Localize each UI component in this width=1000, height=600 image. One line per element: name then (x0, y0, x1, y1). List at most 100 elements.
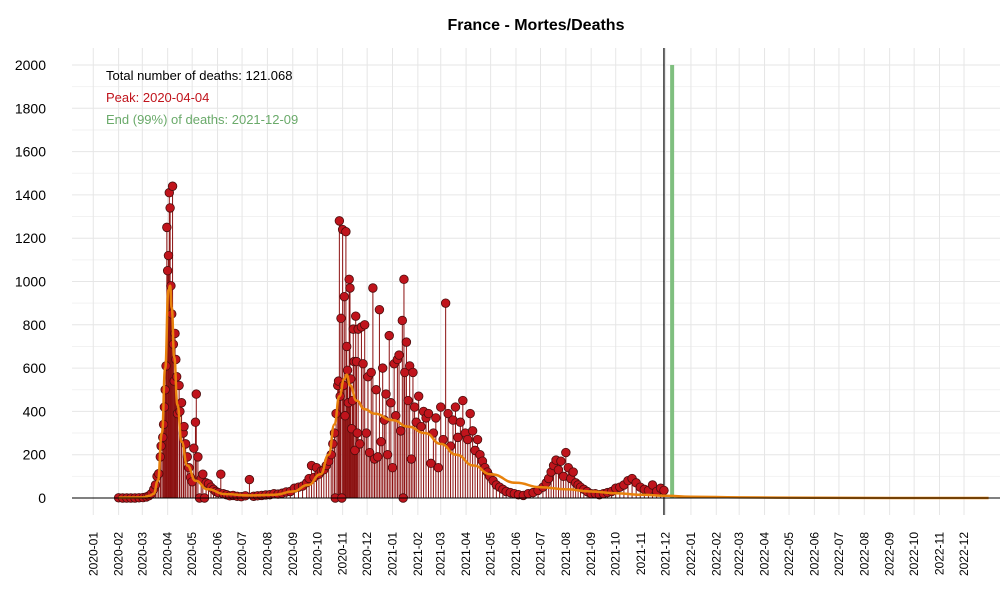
data-point (355, 439, 365, 449)
x-tick-label: 2021-07 (533, 532, 547, 576)
grid (72, 48, 1000, 515)
data-point (399, 274, 409, 285)
data-point (465, 408, 475, 419)
x-tick-label: 2022-03 (732, 532, 746, 576)
data-point (162, 222, 172, 233)
data-point (387, 462, 398, 473)
data-point (376, 437, 386, 447)
x-tick-label: 2020-01 (86, 532, 100, 576)
data-point (440, 298, 451, 308)
stems (118, 186, 665, 498)
data-point (659, 485, 669, 496)
fit-curve (118, 284, 989, 500)
data-point (450, 402, 461, 412)
data-point (162, 265, 173, 276)
data-point (568, 467, 578, 477)
data-point (340, 411, 350, 421)
data-point (401, 337, 412, 347)
x-tick-label: 2022-06 (807, 532, 821, 576)
data-point (244, 474, 255, 485)
y-tick-label: 0 (38, 490, 46, 506)
data-point (358, 359, 368, 369)
data-point (377, 363, 388, 373)
x-tick-label: 2020-11 (336, 532, 350, 575)
data-point (403, 395, 413, 406)
data-point (408, 367, 418, 378)
data-point (553, 465, 564, 475)
data-point (167, 181, 178, 191)
data-point (345, 283, 355, 293)
data-point (416, 421, 426, 432)
x-tick-label: 2022-11 (932, 532, 946, 575)
data-point (189, 443, 199, 453)
data-point (443, 408, 453, 419)
x-tick-label: 2022-10 (907, 532, 921, 576)
data-point (458, 395, 468, 406)
data-point (395, 426, 406, 436)
data-point (342, 365, 353, 375)
data-point (336, 313, 346, 324)
data-point (391, 411, 401, 421)
x-tick-label: 2022-04 (758, 532, 772, 576)
y-tick-label: 1200 (15, 230, 46, 246)
data-point (394, 350, 404, 360)
x-tick-label: 2020-08 (260, 532, 274, 576)
data-point (374, 304, 385, 315)
data-point (216, 469, 226, 479)
x-tick-label: 2021-04 (459, 532, 473, 576)
x-tick-label: 2020-09 (286, 532, 300, 576)
data-point (373, 452, 383, 462)
data-point (561, 447, 571, 458)
x-tick-label: 2020-07 (235, 532, 249, 576)
fit-curve-layer (118, 284, 989, 500)
data-point (453, 432, 463, 443)
data-point (382, 450, 393, 460)
x-tick-label: 2021-02 (411, 532, 425, 576)
y-tick-label: 1400 (15, 187, 46, 203)
x-tick-label: 2021-06 (509, 532, 523, 576)
data-point (438, 434, 448, 445)
data-point (409, 402, 420, 412)
data-point (360, 320, 370, 330)
data-point (455, 417, 466, 427)
y-tick-label: 400 (23, 403, 47, 419)
x-tick-label: 2022-05 (782, 532, 796, 576)
data-points (113, 181, 669, 503)
x-tick-label: 2020-03 (135, 532, 149, 576)
x-tick-label: 2022-02 (709, 532, 723, 576)
data-point (371, 385, 381, 395)
x-tick-label: 2020-10 (310, 532, 324, 576)
data-point (406, 454, 417, 464)
x-tick-label: 2022-09 (883, 532, 897, 576)
data-point (165, 203, 175, 213)
peak-annotation: Peak: 2020-04-04 (106, 90, 209, 105)
x-tick-label: 2021-01 (386, 532, 400, 576)
data-point (433, 462, 443, 473)
x-tick-label: 2021-11 (634, 532, 648, 575)
y-tick-label: 2000 (15, 57, 46, 73)
y-tick-label: 600 (23, 360, 47, 376)
y-tick-label: 1600 (15, 144, 46, 160)
data-point (361, 428, 372, 438)
data-point (352, 428, 363, 438)
chart-title: France - Mortes/Deaths (448, 17, 625, 34)
data-point (467, 426, 478, 436)
x-tick-label: 2022-01 (684, 532, 698, 576)
data-point (413, 391, 424, 401)
x-tick-label: 2022-12 (957, 532, 971, 576)
y-tick-label: 1800 (15, 100, 46, 116)
x-tick-label: 2020-12 (360, 532, 374, 576)
x-tick-label: 2022-07 (832, 532, 846, 576)
data-point (350, 445, 360, 456)
x-tick-label: 2021-05 (484, 532, 498, 576)
data-point (436, 402, 446, 412)
x-tick-label: 2021-09 (584, 532, 598, 576)
x-tick-label: 2021-12 (659, 532, 673, 576)
x-tick-label: 2021-03 (434, 532, 448, 576)
data-point (190, 417, 201, 427)
data-point (366, 367, 376, 378)
x-tick-label: 2022-08 (857, 532, 871, 576)
data-point (163, 250, 174, 261)
y-tick-label: 800 (23, 317, 47, 333)
